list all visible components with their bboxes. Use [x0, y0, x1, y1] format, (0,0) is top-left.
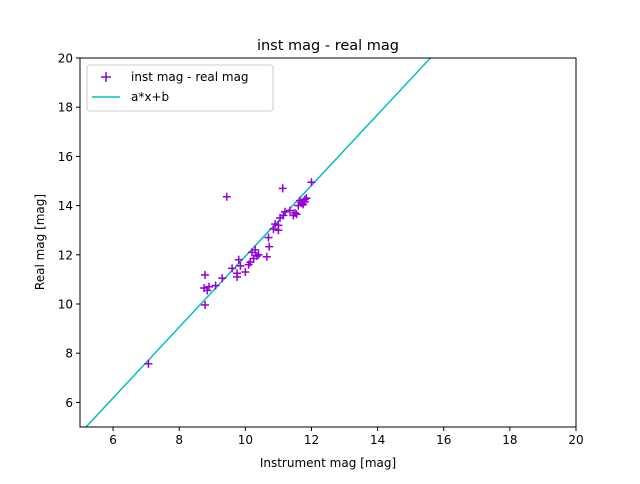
- x-tick-label: 18: [502, 433, 517, 447]
- legend: inst mag - real mag a*x+b: [86, 64, 274, 112]
- data-point: [269, 224, 278, 233]
- data-point: [254, 250, 263, 259]
- data-point: [285, 206, 294, 215]
- x-tick-label: 8: [175, 433, 183, 447]
- data-point: [222, 192, 231, 201]
- x-tick-label: 14: [370, 433, 385, 447]
- data-point: [211, 281, 220, 290]
- data-point: [300, 195, 309, 204]
- data-point: [203, 286, 212, 295]
- data-point: [251, 245, 260, 254]
- data-point: [241, 268, 250, 277]
- data-point: [234, 255, 243, 264]
- x-tick-label: 12: [304, 433, 319, 447]
- data-point: [302, 194, 311, 203]
- y-axis-label: Real mag [mag]: [33, 194, 47, 290]
- legend-box: [86, 64, 274, 112]
- chart-title: inst mag - real mag: [257, 38, 399, 54]
- x-tick-label: 20: [568, 433, 583, 447]
- axes-frame: [79, 57, 577, 428]
- data-point: [307, 178, 316, 187]
- y-tick-label: 14: [58, 199, 73, 213]
- legend-label-scatter: inst mag - real mag: [131, 70, 249, 84]
- data-point: [228, 264, 237, 273]
- data-point: [144, 359, 153, 368]
- data-point: [264, 233, 273, 242]
- data-point: [233, 269, 242, 278]
- data-point: [278, 184, 287, 193]
- x-axis-label: Instrument mag [mag]: [260, 456, 396, 470]
- fit-line: [84, 58, 432, 427]
- legend-marker-scatter: [101, 72, 111, 82]
- data-point: [200, 270, 209, 279]
- y-tick-label: 6: [65, 396, 73, 410]
- y-tick-label: 16: [58, 150, 73, 164]
- y-tick-label: 18: [58, 101, 73, 115]
- y-tick-label: 12: [58, 248, 73, 262]
- y-tick-label: 20: [58, 52, 73, 66]
- data-point: [236, 261, 245, 270]
- data-point: [292, 210, 301, 219]
- x-tick-label: 10: [238, 433, 253, 447]
- data-point: [290, 208, 299, 217]
- y-tick-label: 10: [58, 298, 73, 312]
- data-point: [204, 282, 213, 291]
- data-point: [281, 207, 290, 216]
- y-tick-label: 8: [65, 347, 73, 361]
- data-point: [262, 252, 271, 261]
- x-tick-label: 6: [109, 433, 117, 447]
- data-point: [271, 220, 280, 229]
- data-point: [279, 211, 288, 220]
- legend-label-line: a*x+b: [131, 90, 169, 104]
- data-point: [200, 300, 209, 309]
- data-point: [218, 274, 227, 283]
- data-point: [249, 254, 258, 263]
- data-point: [265, 242, 274, 251]
- x-tick-label: 16: [436, 433, 451, 447]
